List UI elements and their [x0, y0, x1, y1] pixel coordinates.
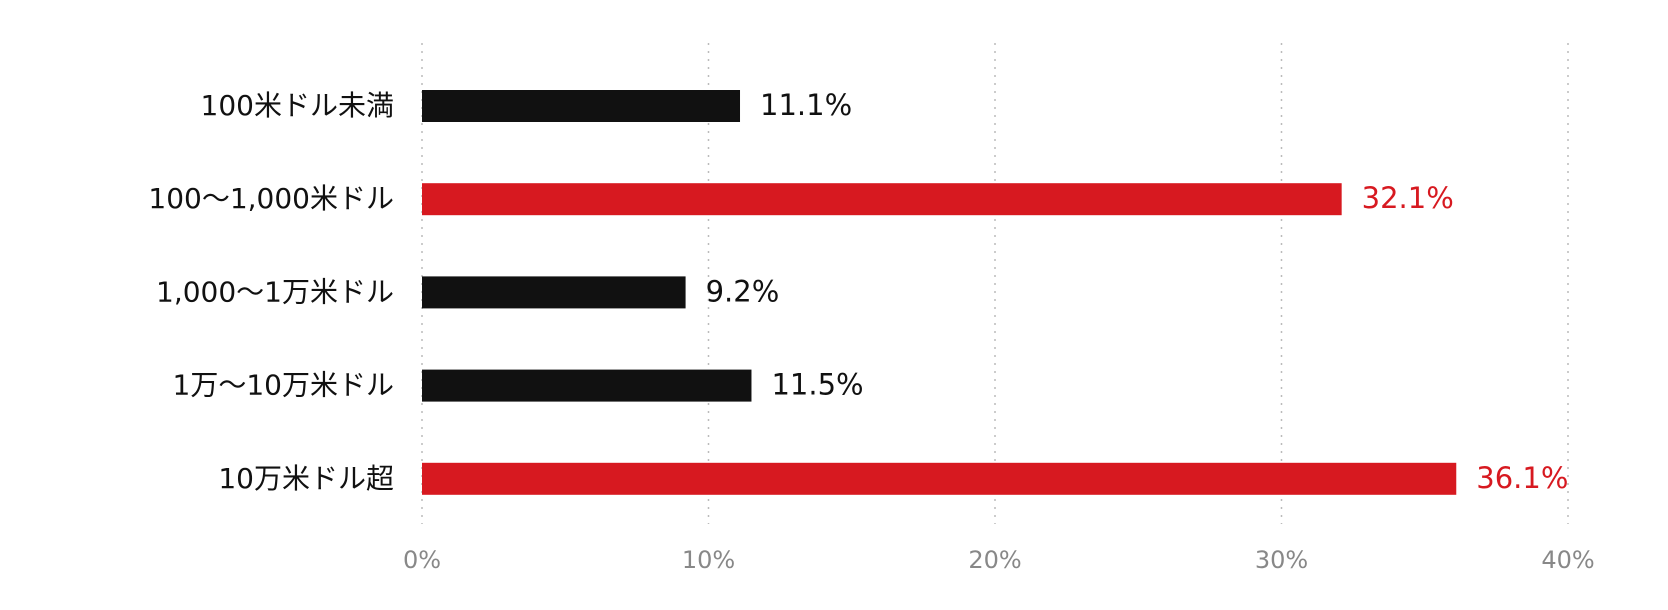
- value-label: 32.1%: [1362, 181, 1454, 215]
- x-tick-label: 40%: [1541, 546, 1594, 574]
- y-tick-label: 100米ドル未満: [201, 89, 394, 122]
- value-label: 9.2%: [706, 274, 780, 308]
- value-label: 36.1%: [1476, 461, 1568, 495]
- bar: [422, 462, 1457, 495]
- bar: [422, 183, 1342, 216]
- x-tick-label: 30%: [1255, 546, 1308, 574]
- bar: [422, 369, 752, 402]
- y-tick-label: 100〜1,000米ドル: [148, 182, 394, 215]
- x-tick-label: 20%: [968, 546, 1021, 574]
- x-tick-label: 10%: [682, 546, 735, 574]
- bar: [422, 90, 741, 122]
- value-label: 11.5%: [771, 368, 863, 402]
- x-tick-label: 0%: [403, 546, 441, 574]
- y-tick-label: 10万米ドル超: [218, 462, 394, 495]
- y-tick-label: 1万〜10万米ドル: [173, 369, 394, 402]
- value-label: 11.1%: [760, 88, 852, 122]
- y-tick-label: 1,000〜1万米ドル: [156, 275, 394, 308]
- bar: [422, 276, 686, 309]
